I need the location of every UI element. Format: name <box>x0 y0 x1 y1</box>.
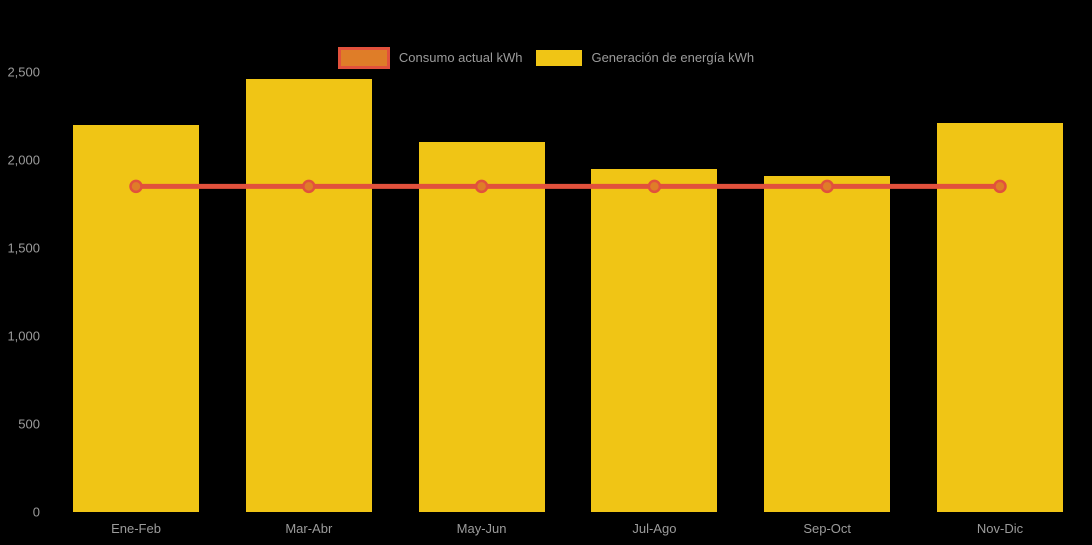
legend-label-generacion: Generación de energía kWh <box>591 50 755 65</box>
bar-jul-ago[interactable] <box>591 168 718 512</box>
legend-bar-swatch <box>536 50 583 66</box>
bar-may-jun[interactable] <box>418 142 545 512</box>
x-tick-label-nov-dic: Nov-Dic <box>976 521 1024 536</box>
line-point-jul-ago[interactable] <box>647 179 662 194</box>
y-tick-label-1500: 1,500 <box>7 240 40 256</box>
bar-mar-abr[interactable] <box>245 79 372 512</box>
y-tick-label-500: 500 <box>18 416 40 432</box>
x-tick-label-mar-abr: Mar-Abr <box>285 521 333 536</box>
line-point-sep-oct[interactable] <box>820 179 834 194</box>
line-point-nov-dic[interactable] <box>993 179 1007 194</box>
legend-label-consumo: Consumo actual kWh <box>398 50 523 65</box>
y-tick-label-1000: 1,000 <box>7 328 40 344</box>
chart-legend: Consumo actual kWh Generación de energía… <box>0 47 1092 69</box>
x-tick-label-sep-oct: Sep-Oct <box>803 521 852 536</box>
y-tick-label-0: 0 <box>32 504 40 520</box>
y-tick-label-2500: 2,500 <box>7 64 40 80</box>
x-tick-label-ene-feb: Ene-Feb <box>111 521 161 536</box>
line-point-may-jun[interactable] <box>474 179 489 194</box>
legend-item-generacion[interactable]: Generación de energía kWh <box>536 50 754 66</box>
x-tick-label-jul-ago: Jul-Ago <box>632 521 677 536</box>
line-point-mar-abr[interactable] <box>302 179 316 194</box>
legend-item-consumo[interactable]: Consumo actual kWh <box>337 47 523 69</box>
y-tick-label-2000: 2,000 <box>7 152 40 168</box>
x-tick-label-may-jun: May-Jun <box>456 521 507 536</box>
bar-sep-oct[interactable] <box>764 175 891 512</box>
line-point-ene-feb[interactable] <box>129 179 143 194</box>
legend-line-swatch <box>337 47 390 69</box>
